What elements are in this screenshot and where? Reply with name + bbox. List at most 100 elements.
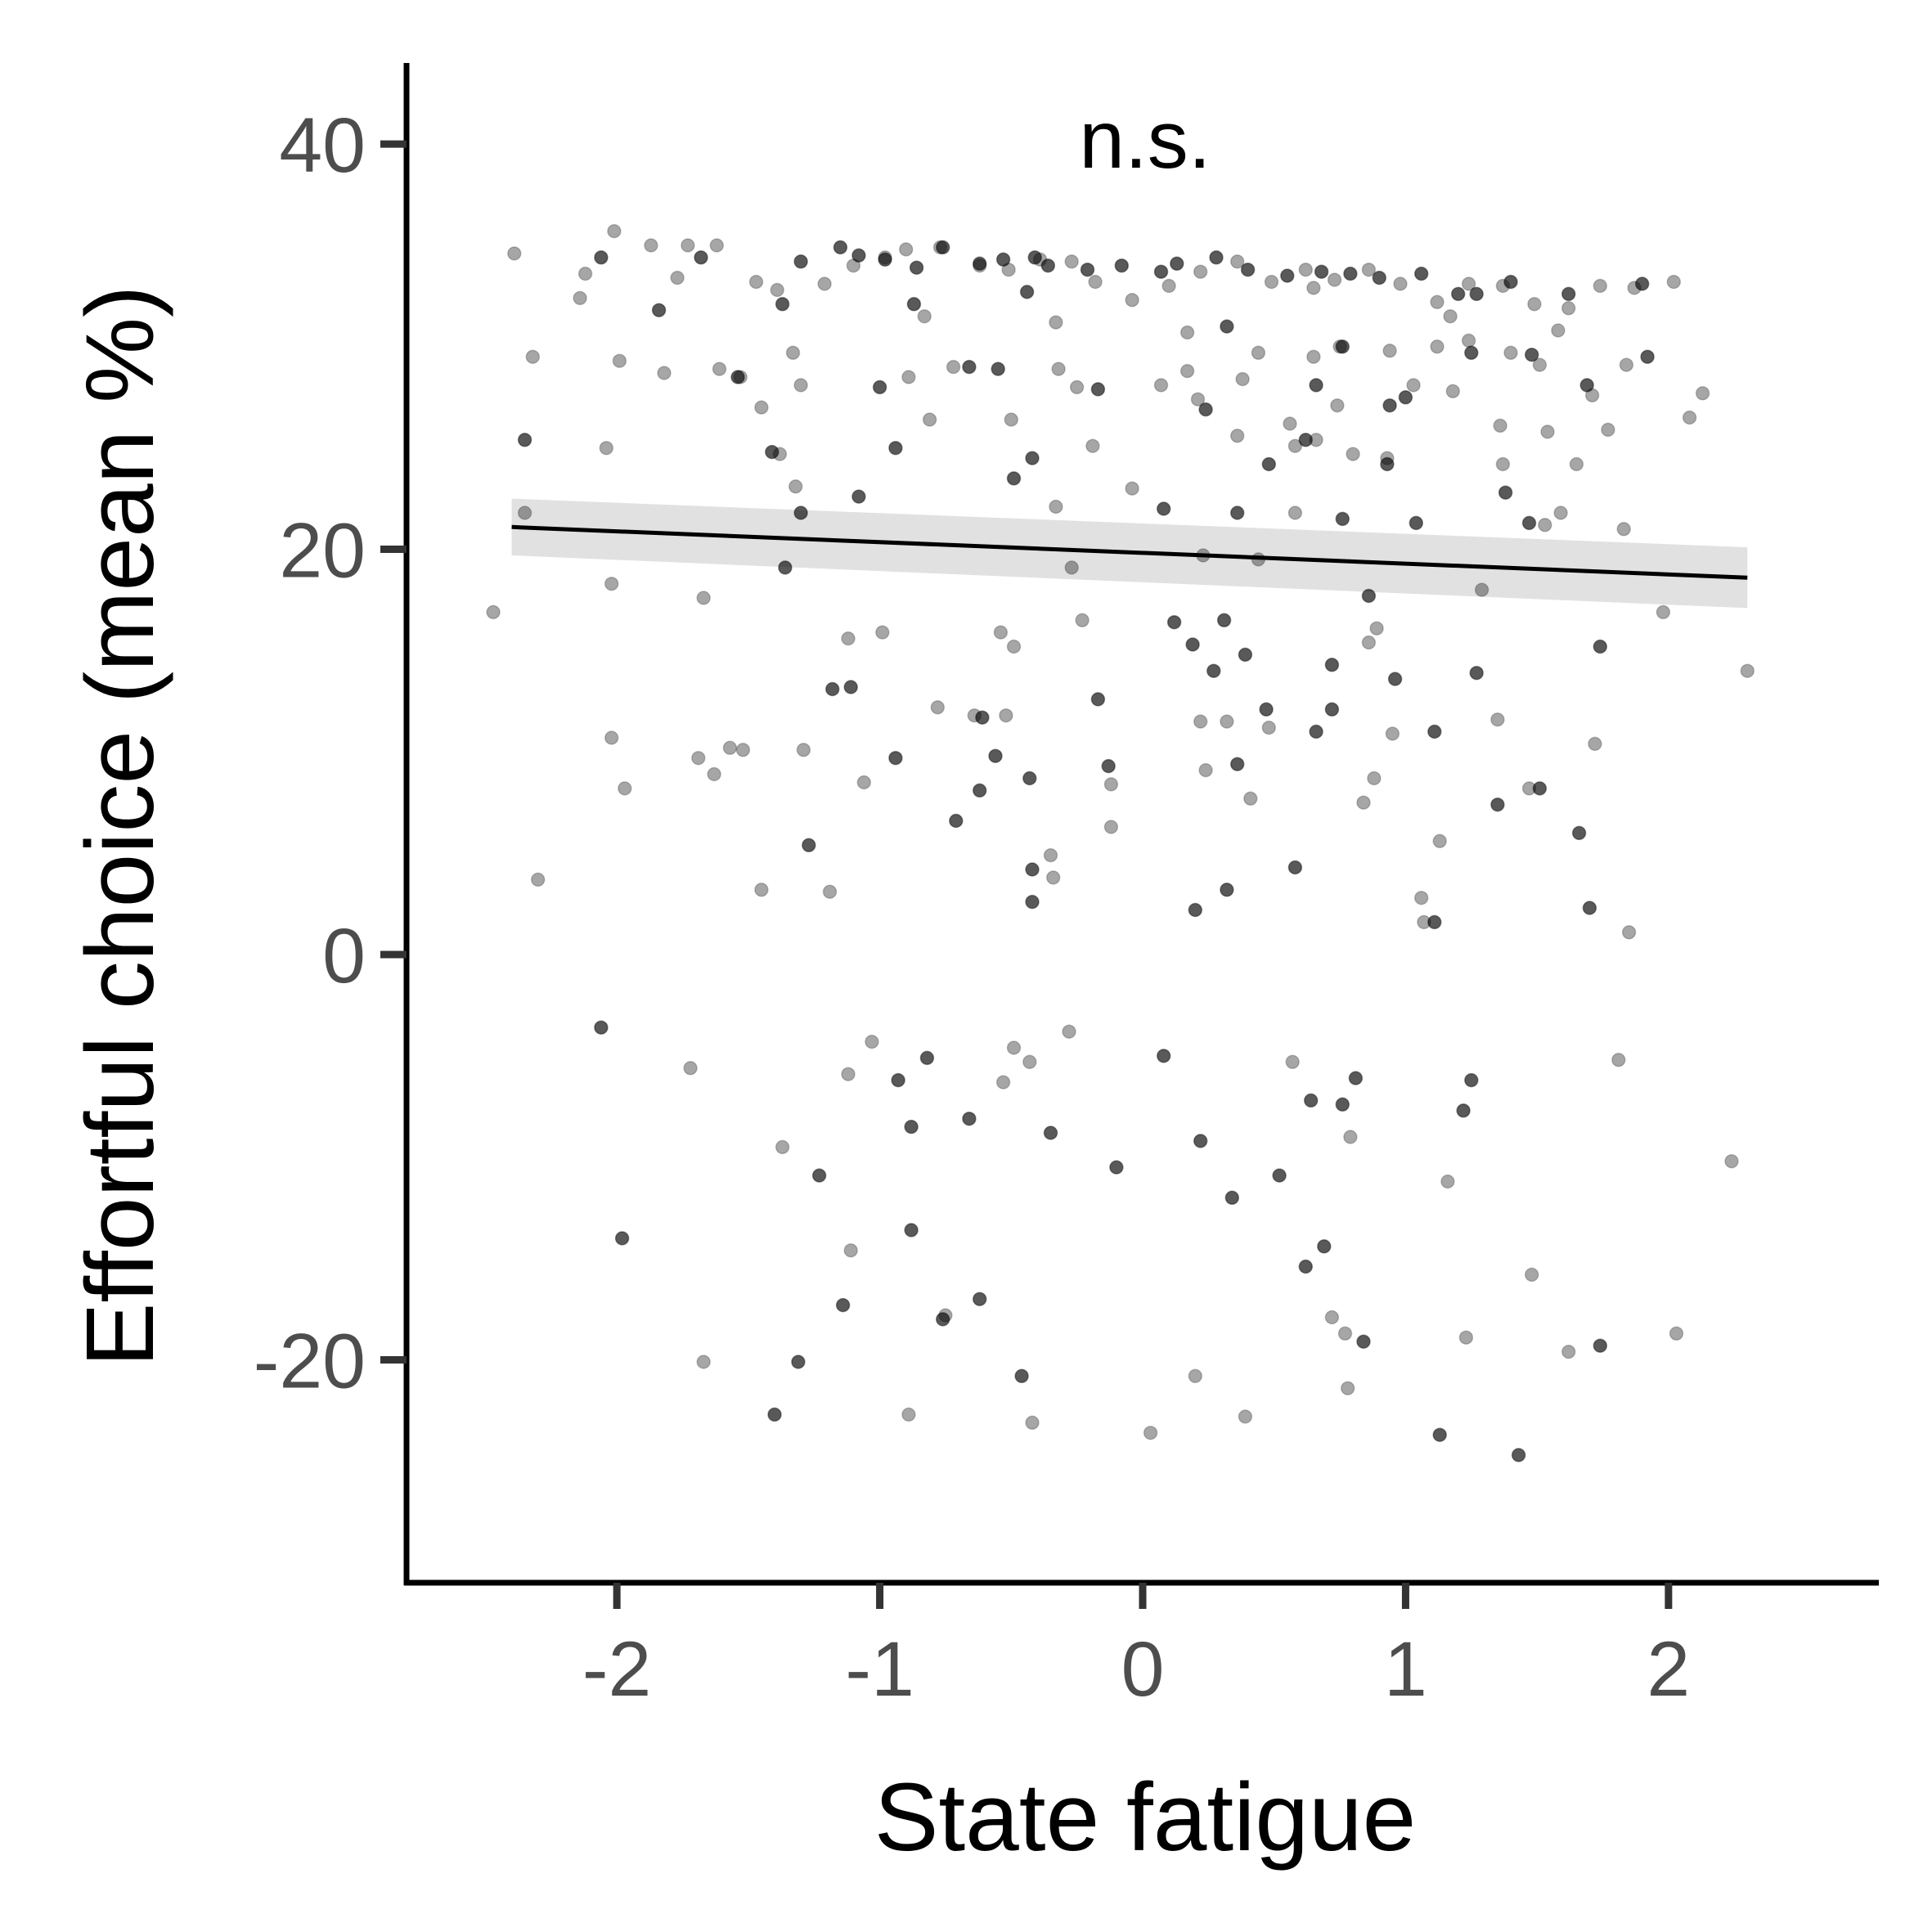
data-point bbox=[1619, 357, 1634, 372]
data-point bbox=[1209, 250, 1224, 265]
data-point bbox=[872, 380, 887, 395]
data-point bbox=[594, 250, 609, 265]
data-point bbox=[778, 560, 793, 575]
data-point bbox=[681, 238, 695, 253]
data-point bbox=[1443, 308, 1458, 324]
data-point bbox=[1579, 378, 1594, 393]
data-point bbox=[530, 872, 546, 887]
data-point bbox=[486, 604, 501, 620]
data-point bbox=[1335, 511, 1350, 527]
data-point bbox=[1369, 621, 1384, 636]
data-point bbox=[1004, 412, 1019, 427]
data-point bbox=[793, 505, 808, 520]
data-point bbox=[785, 345, 801, 361]
data-point bbox=[1616, 522, 1631, 537]
data-point bbox=[1238, 1409, 1253, 1424]
data-point bbox=[670, 270, 685, 285]
data-point bbox=[824, 681, 840, 697]
data-point bbox=[999, 708, 1013, 723]
data-point bbox=[1382, 398, 1397, 413]
data-point bbox=[1430, 294, 1445, 310]
data-point bbox=[1272, 1168, 1287, 1183]
data-point bbox=[1114, 258, 1130, 273]
data-point bbox=[962, 359, 977, 375]
data-point bbox=[1090, 382, 1106, 397]
data-point bbox=[1450, 286, 1466, 302]
data-point bbox=[765, 444, 780, 460]
data-point bbox=[1314, 264, 1329, 279]
data-point bbox=[1498, 485, 1513, 500]
data-point bbox=[1348, 1071, 1364, 1085]
data-point bbox=[1051, 362, 1066, 376]
data-point bbox=[1025, 894, 1040, 910]
data-point bbox=[507, 246, 522, 261]
data-point bbox=[1490, 797, 1505, 812]
data-point bbox=[1019, 285, 1035, 299]
data-point bbox=[972, 1292, 987, 1306]
data-point bbox=[1387, 672, 1403, 686]
data-point bbox=[1125, 481, 1139, 496]
data-point bbox=[1324, 702, 1340, 717]
data-point bbox=[1025, 451, 1040, 465]
data-point bbox=[835, 1297, 851, 1313]
data-point bbox=[1330, 398, 1345, 413]
data-point bbox=[1198, 402, 1213, 417]
data-point bbox=[811, 1168, 827, 1183]
data-point bbox=[1103, 820, 1119, 834]
data-point bbox=[788, 479, 803, 494]
data-point bbox=[856, 775, 872, 790]
data-point bbox=[1261, 720, 1277, 735]
data-point bbox=[1335, 1097, 1350, 1112]
data-point bbox=[1490, 712, 1505, 727]
data-point bbox=[1521, 515, 1537, 531]
data-point bbox=[1561, 286, 1576, 302]
data-point bbox=[1156, 1049, 1171, 1063]
data-point bbox=[1367, 771, 1382, 786]
data-point bbox=[1161, 278, 1176, 294]
data-point bbox=[577, 266, 593, 281]
data-point bbox=[1551, 323, 1566, 338]
data-point bbox=[604, 576, 619, 591]
data-point bbox=[1361, 588, 1377, 604]
data-points-layer bbox=[486, 223, 1755, 1462]
data-point bbox=[1511, 1448, 1526, 1462]
y-axis-title: Effortful choice (mean %) bbox=[66, 285, 174, 1368]
data-point bbox=[1103, 777, 1119, 792]
x-tick-label: -2 bbox=[582, 1626, 651, 1713]
data-point bbox=[696, 591, 711, 605]
data-point bbox=[875, 625, 890, 640]
data-point bbox=[1582, 901, 1597, 915]
data-point bbox=[919, 1050, 935, 1066]
data-point bbox=[935, 1312, 950, 1327]
data-point bbox=[1430, 339, 1445, 354]
data-point bbox=[770, 282, 784, 298]
data-point bbox=[1075, 613, 1090, 628]
data-point bbox=[1216, 613, 1232, 628]
data-point bbox=[1340, 1381, 1355, 1395]
data-point bbox=[1224, 1190, 1240, 1206]
data-point bbox=[1185, 637, 1200, 652]
x-tick-label: 2 bbox=[1647, 1626, 1690, 1713]
data-point bbox=[1524, 347, 1539, 362]
data-point bbox=[1188, 1368, 1203, 1384]
x-tick-label: 0 bbox=[1121, 1626, 1165, 1713]
data-point bbox=[901, 1407, 916, 1422]
data-point bbox=[525, 349, 541, 364]
x-axis-title: State fatigue bbox=[874, 1764, 1417, 1871]
data-point bbox=[1062, 1024, 1076, 1039]
data-point bbox=[1240, 262, 1256, 277]
data-point bbox=[1361, 635, 1377, 650]
data-point bbox=[1445, 384, 1461, 399]
data-point bbox=[1251, 345, 1266, 361]
data-point bbox=[748, 274, 764, 290]
data-point bbox=[517, 433, 532, 447]
data-point bbox=[822, 884, 838, 899]
data-point bbox=[851, 489, 866, 504]
data-point bbox=[888, 750, 903, 766]
data-point bbox=[917, 308, 932, 324]
data-point bbox=[922, 412, 937, 427]
data-point bbox=[988, 748, 1003, 763]
data-point bbox=[949, 813, 964, 829]
data-point bbox=[1287, 438, 1303, 453]
